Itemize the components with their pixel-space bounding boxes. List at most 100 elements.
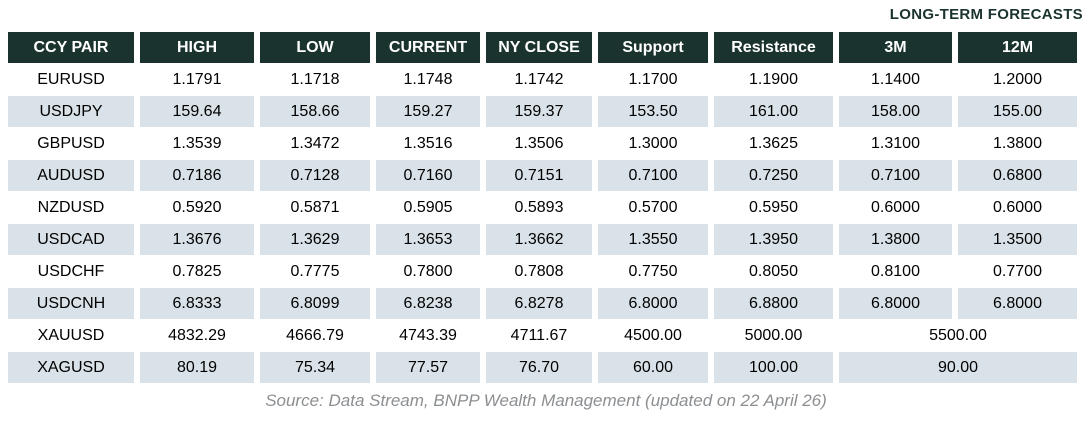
support-cell: 60.00 bbox=[598, 352, 708, 383]
forecast-12m-cell: 0.6800 bbox=[958, 160, 1077, 191]
high-cell: 1.3676 bbox=[140, 224, 254, 255]
header-row: CCY PAIR HIGH LOW CURRENT NY CLOSE Suppo… bbox=[8, 32, 1077, 63]
ny-close-cell: 1.1742 bbox=[486, 64, 592, 95]
forecast-merged-cell: 5500.00 bbox=[839, 320, 1077, 351]
forecast-12m-cell: 6.8000 bbox=[958, 288, 1077, 319]
resistance-cell: 5000.00 bbox=[714, 320, 833, 351]
support-cell: 4500.00 bbox=[598, 320, 708, 351]
current-cell: 1.3516 bbox=[376, 128, 480, 159]
low-cell: 0.7128 bbox=[260, 160, 370, 191]
pair-cell: EURUSD bbox=[8, 64, 134, 95]
resistance-cell: 0.5950 bbox=[714, 192, 833, 223]
table-row-xagusd: XAGUSD 80.19 75.34 77.57 76.70 60.00 100… bbox=[8, 352, 1077, 383]
low-cell: 6.8099 bbox=[260, 288, 370, 319]
current-cell: 0.7800 bbox=[376, 256, 480, 287]
low-cell: 0.7775 bbox=[260, 256, 370, 287]
ny-close-cell: 6.8278 bbox=[486, 288, 592, 319]
high-cell: 6.8333 bbox=[140, 288, 254, 319]
table-row-usdjpy: USDJPY 159.64 158.66 159.27 159.37 153.5… bbox=[8, 96, 1077, 127]
high-cell: 0.7825 bbox=[140, 256, 254, 287]
support-cell: 0.7100 bbox=[598, 160, 708, 191]
high-cell: 0.7186 bbox=[140, 160, 254, 191]
pair-cell: GBPUSD bbox=[8, 128, 134, 159]
current-cell: 4743.39 bbox=[376, 320, 480, 351]
low-cell: 75.34 bbox=[260, 352, 370, 383]
source-note: Source: Data Stream, BNPP Wealth Managem… bbox=[265, 391, 827, 410]
forecast-3m-cell: 6.8000 bbox=[839, 288, 952, 319]
pair-cell: USDCAD bbox=[8, 224, 134, 255]
resistance-cell: 1.3625 bbox=[714, 128, 833, 159]
resistance-cell: 6.8800 bbox=[714, 288, 833, 319]
forecast-12m-cell: 0.6000 bbox=[958, 192, 1077, 223]
current-cell: 77.57 bbox=[376, 352, 480, 383]
pair-cell: AUDUSD bbox=[8, 160, 134, 191]
support-cell: 6.8000 bbox=[598, 288, 708, 319]
forecast-3m-cell: 158.00 bbox=[839, 96, 952, 127]
low-cell: 1.1718 bbox=[260, 64, 370, 95]
col-header-12m: 12M bbox=[958, 32, 1077, 63]
col-header-low: LOW bbox=[260, 32, 370, 63]
support-cell: 153.50 bbox=[598, 96, 708, 127]
forecast-12m-cell: 1.3800 bbox=[958, 128, 1077, 159]
support-cell: 1.3000 bbox=[598, 128, 708, 159]
low-cell: 4666.79 bbox=[260, 320, 370, 351]
col-header-high: HIGH bbox=[140, 32, 254, 63]
low-cell: 158.66 bbox=[260, 96, 370, 127]
col-header-resistance: Resistance bbox=[714, 32, 833, 63]
high-cell: 159.64 bbox=[140, 96, 254, 127]
forecast-3m-cell: 1.1400 bbox=[839, 64, 952, 95]
resistance-cell: 1.1900 bbox=[714, 64, 833, 95]
pair-cell: XAGUSD bbox=[8, 352, 134, 383]
support-cell: 0.7750 bbox=[598, 256, 708, 287]
resistance-cell: 100.00 bbox=[714, 352, 833, 383]
support-cell: 0.5700 bbox=[598, 192, 708, 223]
forecast-3m-cell: 0.8100 bbox=[839, 256, 952, 287]
forecast-3m-cell: 1.3100 bbox=[839, 128, 952, 159]
ny-close-cell: 0.7151 bbox=[486, 160, 592, 191]
ny-close-cell: 1.3662 bbox=[486, 224, 592, 255]
high-cell: 80.19 bbox=[140, 352, 254, 383]
ny-close-cell: 76.70 bbox=[486, 352, 592, 383]
high-cell: 0.5920 bbox=[140, 192, 254, 223]
low-cell: 0.5871 bbox=[260, 192, 370, 223]
ny-close-cell: 1.3506 bbox=[486, 128, 592, 159]
ny-close-cell: 0.7808 bbox=[486, 256, 592, 287]
ny-close-cell: 4711.67 bbox=[486, 320, 592, 351]
ny-close-cell: 159.37 bbox=[486, 96, 592, 127]
high-cell: 4832.29 bbox=[140, 320, 254, 351]
forecast-12m-cell: 1.3500 bbox=[958, 224, 1077, 255]
resistance-cell: 0.8050 bbox=[714, 256, 833, 287]
ny-close-cell: 0.5893 bbox=[486, 192, 592, 223]
forecast-12m-cell: 1.2000 bbox=[958, 64, 1077, 95]
col-header-support: Support bbox=[598, 32, 708, 63]
support-cell: 1.1700 bbox=[598, 64, 708, 95]
col-header-ccy-pair: CCY PAIR bbox=[8, 32, 134, 63]
current-cell: 1.1748 bbox=[376, 64, 480, 95]
col-header-current: CURRENT bbox=[376, 32, 480, 63]
forecast-3m-cell: 0.6000 bbox=[839, 192, 952, 223]
pair-cell: NZDUSD bbox=[8, 192, 134, 223]
pair-cell: USDCNH bbox=[8, 288, 134, 319]
pair-cell: USDJPY bbox=[8, 96, 134, 127]
col-header-3m: 3M bbox=[839, 32, 952, 63]
table-row-eurusd: EURUSD 1.1791 1.1718 1.1748 1.1742 1.170… bbox=[8, 64, 1077, 95]
table-row-nzdusd: NZDUSD 0.5920 0.5871 0.5905 0.5893 0.570… bbox=[8, 192, 1077, 223]
high-cell: 1.1791 bbox=[140, 64, 254, 95]
table-row-usdchf: USDCHF 0.7825 0.7775 0.7800 0.7808 0.775… bbox=[8, 256, 1077, 287]
pair-cell: XAUUSD bbox=[8, 320, 134, 351]
table-row-xauusd: XAUUSD 4832.29 4666.79 4743.39 4711.67 4… bbox=[8, 320, 1077, 351]
fx-forecast-table: CCY PAIR HIGH LOW CURRENT NY CLOSE Suppo… bbox=[2, 31, 1083, 384]
forecast-12m-cell: 0.7700 bbox=[958, 256, 1077, 287]
current-cell: 1.3653 bbox=[376, 224, 480, 255]
current-cell: 159.27 bbox=[376, 96, 480, 127]
pair-cell: USDCHF bbox=[8, 256, 134, 287]
page-title: LONG-TERM FORECASTS bbox=[889, 6, 1083, 23]
support-cell: 1.3550 bbox=[598, 224, 708, 255]
table-row-usdcnh: USDCNH 6.8333 6.8099 6.8238 6.8278 6.800… bbox=[8, 288, 1077, 319]
forecast-12m-cell: 155.00 bbox=[958, 96, 1077, 127]
current-cell: 0.5905 bbox=[376, 192, 480, 223]
forecast-merged-cell: 90.00 bbox=[839, 352, 1077, 383]
resistance-cell: 161.00 bbox=[714, 96, 833, 127]
col-header-ny-close: NY CLOSE bbox=[486, 32, 592, 63]
current-cell: 0.7160 bbox=[376, 160, 480, 191]
